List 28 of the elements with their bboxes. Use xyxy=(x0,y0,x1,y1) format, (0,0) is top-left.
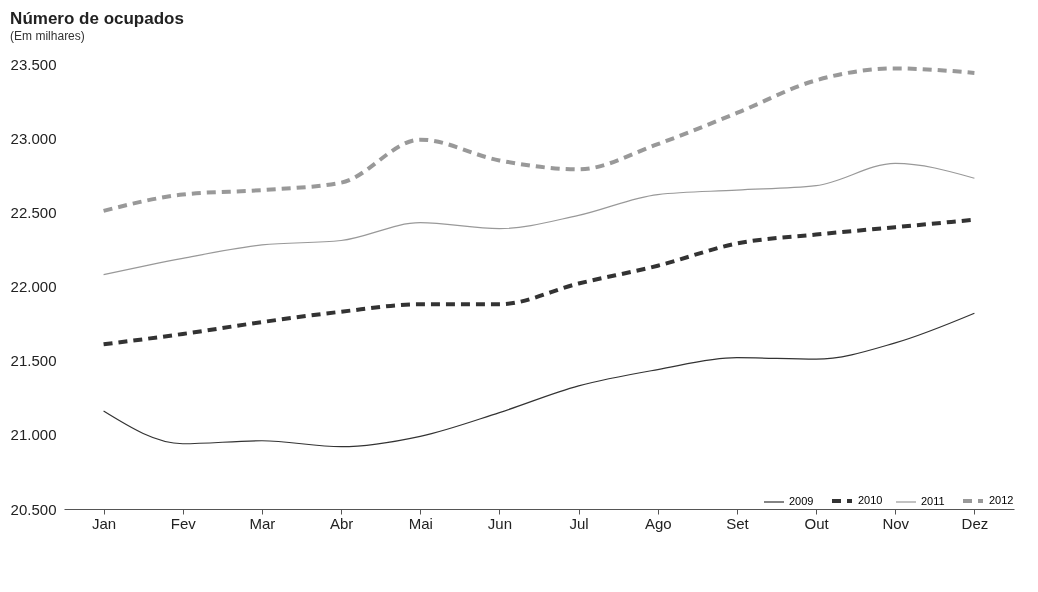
y-tick-label: 21.000 xyxy=(10,426,57,444)
x-tick-label: Jan xyxy=(91,514,117,532)
chart-subtitle: (Em milhares) xyxy=(10,29,85,43)
y-tick-label: 23.500 xyxy=(10,55,57,73)
x-tick-label: Dez xyxy=(961,514,989,532)
x-tick-label: Jul xyxy=(569,514,589,532)
legend-label: 2010 xyxy=(858,494,883,506)
y-tick-label: 22.000 xyxy=(10,278,57,295)
x-tick-label: Abr xyxy=(329,514,354,532)
x-tick-label: Jun xyxy=(487,514,513,532)
line-series xyxy=(102,162,976,276)
x-tick-label: Fev xyxy=(170,514,197,532)
y-tick-label: 21.500 xyxy=(10,352,57,370)
x-tick-label: Mai xyxy=(408,514,433,532)
x-tick-label: Mar xyxy=(249,514,276,532)
x-tick-label: Ago xyxy=(644,514,672,532)
line-series xyxy=(101,66,977,213)
x-tick-label: Out xyxy=(804,514,830,532)
y-tick-label: 23.000 xyxy=(10,129,57,147)
legend-label: 2011 xyxy=(921,495,945,507)
line-series xyxy=(102,312,976,448)
legend-label: 2012 xyxy=(989,494,1014,506)
x-tick-label: Nov xyxy=(882,514,910,532)
legend-label: 2009 xyxy=(789,495,814,507)
chart-title: Número de ocupados xyxy=(10,9,184,28)
y-tick-label: 20.500 xyxy=(10,500,57,518)
y-tick-label: 22.500 xyxy=(10,203,57,221)
x-tick-label: Set xyxy=(726,514,750,532)
